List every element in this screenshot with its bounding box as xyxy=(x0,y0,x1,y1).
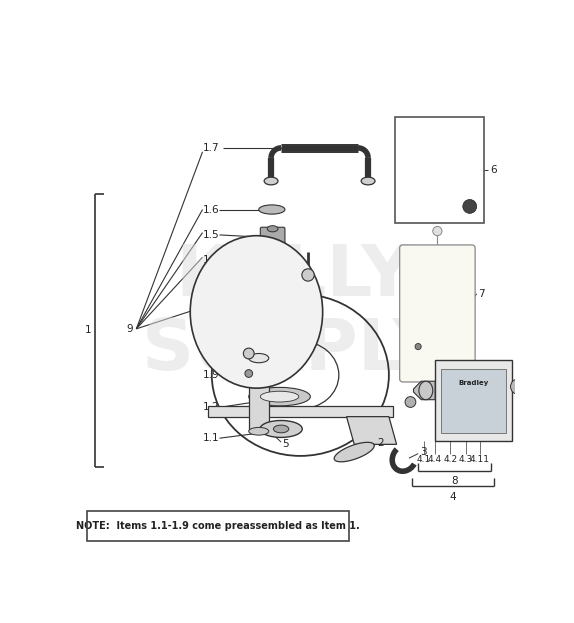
Circle shape xyxy=(415,343,421,350)
Text: Bradley: Bradley xyxy=(422,262,452,268)
Text: 1.5: 1.5 xyxy=(203,230,219,240)
Ellipse shape xyxy=(249,427,269,435)
Ellipse shape xyxy=(267,226,278,232)
Text: 1.6: 1.6 xyxy=(203,204,219,214)
Circle shape xyxy=(528,378,539,388)
Circle shape xyxy=(245,369,253,378)
Bar xyxy=(208,406,393,417)
Text: 6: 6 xyxy=(490,165,497,175)
Text: 7: 7 xyxy=(478,289,485,299)
Text: 4.3: 4.3 xyxy=(459,455,473,464)
Ellipse shape xyxy=(190,235,323,388)
Text: 4.4: 4.4 xyxy=(428,455,442,464)
Ellipse shape xyxy=(273,425,289,433)
Ellipse shape xyxy=(264,177,278,185)
Ellipse shape xyxy=(246,254,298,270)
Bar xyxy=(441,369,506,433)
Circle shape xyxy=(463,199,476,213)
Text: 1.3: 1.3 xyxy=(203,302,219,312)
Circle shape xyxy=(243,348,254,359)
Text: 5: 5 xyxy=(282,439,289,449)
Text: o: o xyxy=(448,131,457,146)
Ellipse shape xyxy=(260,421,302,437)
Text: Bradley: Bradley xyxy=(459,380,489,386)
Ellipse shape xyxy=(419,381,433,400)
Text: 1.7: 1.7 xyxy=(203,143,219,153)
Text: NOTE:  Items 1.1-1.9 come preassembled as Item 1.: NOTE: Items 1.1-1.9 come preassembled as… xyxy=(76,521,360,531)
Text: 1.9: 1.9 xyxy=(203,370,219,380)
Text: 4.2: 4.2 xyxy=(444,455,457,464)
Text: 4.1: 4.1 xyxy=(416,455,430,464)
Ellipse shape xyxy=(249,353,269,363)
Bar xyxy=(435,359,512,440)
Text: 1.1: 1.1 xyxy=(203,433,219,443)
Text: 9: 9 xyxy=(127,324,133,334)
Circle shape xyxy=(510,379,526,394)
Ellipse shape xyxy=(249,388,311,406)
Text: 1: 1 xyxy=(85,325,92,335)
FancyBboxPatch shape xyxy=(260,227,285,252)
Text: 1.4: 1.4 xyxy=(203,255,219,265)
Text: 1.2: 1.2 xyxy=(203,402,219,412)
Text: KELLY
SUPPLY: KELLY SUPPLY xyxy=(142,242,446,385)
Bar xyxy=(395,117,483,224)
Polygon shape xyxy=(347,417,397,444)
Bar xyxy=(87,511,349,541)
FancyBboxPatch shape xyxy=(400,245,475,382)
Circle shape xyxy=(405,397,416,407)
Text: 4: 4 xyxy=(449,492,456,502)
Text: o: o xyxy=(421,131,430,146)
Polygon shape xyxy=(334,442,374,462)
Text: 3: 3 xyxy=(420,447,426,457)
Text: 4.11: 4.11 xyxy=(470,455,490,464)
Ellipse shape xyxy=(260,391,299,402)
Text: 2: 2 xyxy=(377,438,384,448)
Ellipse shape xyxy=(259,205,285,214)
Text: 1.8: 1.8 xyxy=(203,351,219,361)
Polygon shape xyxy=(413,381,435,400)
Text: Bradley: Bradley xyxy=(418,199,460,209)
Circle shape xyxy=(302,269,314,281)
Ellipse shape xyxy=(361,177,375,185)
Bar xyxy=(249,358,269,431)
Circle shape xyxy=(433,226,442,235)
Text: 8: 8 xyxy=(451,477,457,487)
